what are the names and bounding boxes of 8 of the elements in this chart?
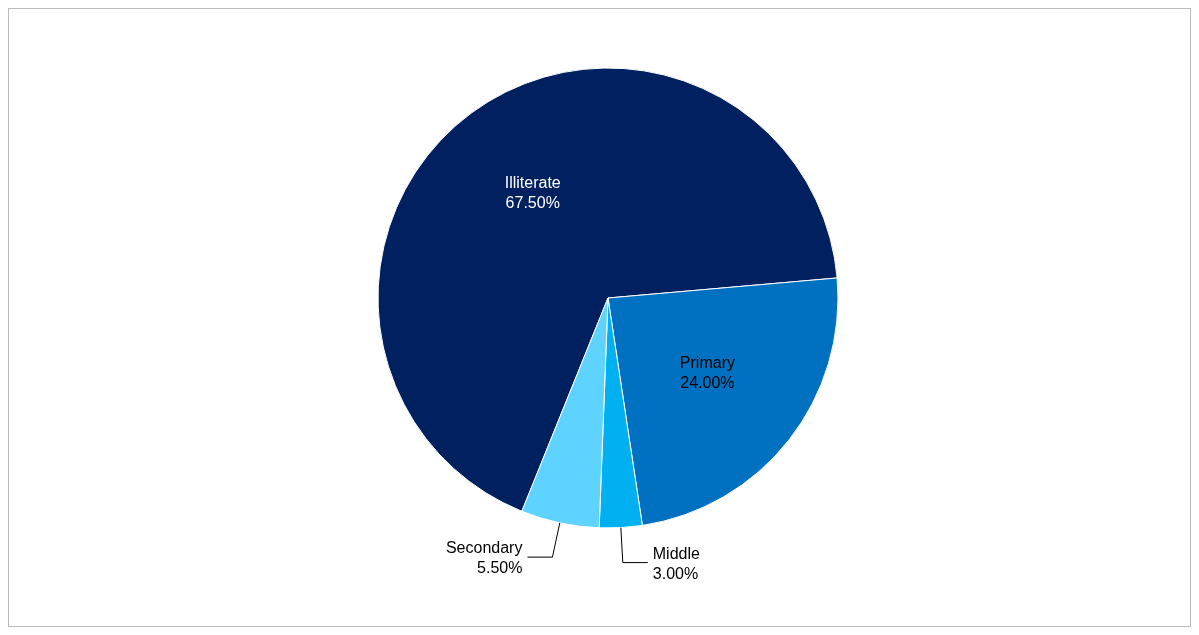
slice-label: Secondary (445, 539, 523, 557)
slice-label: Illiterate (504, 174, 561, 192)
slice-label: Middle (652, 544, 701, 562)
data-label: 5.50% (477, 559, 523, 577)
data-label: 67.50% (505, 194, 560, 212)
slice-label: Primary (679, 354, 735, 372)
data-label: 3.00% (652, 564, 699, 582)
data-label: 24.00% (680, 374, 735, 392)
